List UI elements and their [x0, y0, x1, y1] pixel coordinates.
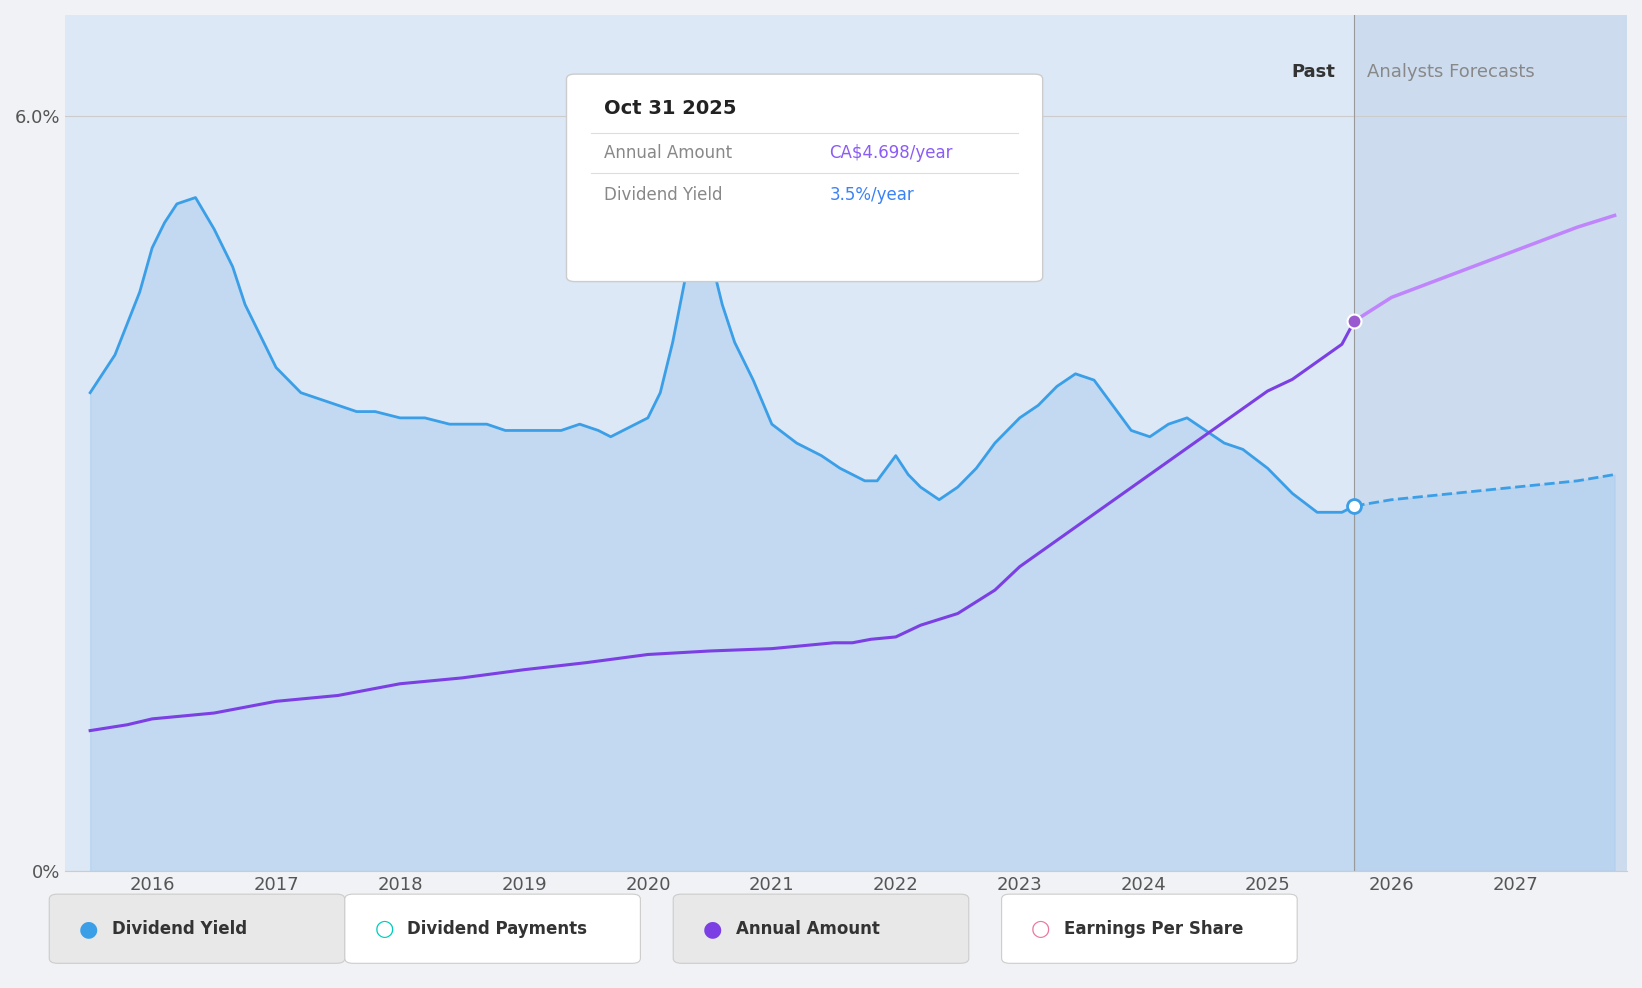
- Text: Dividend Yield: Dividend Yield: [112, 920, 246, 938]
- Text: Annual Amount: Annual Amount: [736, 920, 880, 938]
- Text: Dividend Yield: Dividend Yield: [604, 186, 722, 204]
- Text: Annual Amount: Annual Amount: [604, 144, 732, 162]
- Text: ●: ●: [703, 919, 722, 939]
- Text: ●: ●: [79, 919, 99, 939]
- Text: 3.5%/year: 3.5%/year: [829, 186, 915, 204]
- Text: ○: ○: [1031, 919, 1051, 939]
- Text: Oct 31 2025: Oct 31 2025: [604, 99, 737, 118]
- Text: Analysts Forecasts: Analysts Forecasts: [1366, 62, 1535, 81]
- Text: CA$4.698/year: CA$4.698/year: [829, 144, 952, 162]
- Text: Past: Past: [1292, 62, 1335, 81]
- Text: Earnings Per Share: Earnings Per Share: [1064, 920, 1243, 938]
- Text: ○: ○: [374, 919, 394, 939]
- Bar: [1355, 15, 1627, 871]
- Text: Dividend Payments: Dividend Payments: [407, 920, 588, 938]
